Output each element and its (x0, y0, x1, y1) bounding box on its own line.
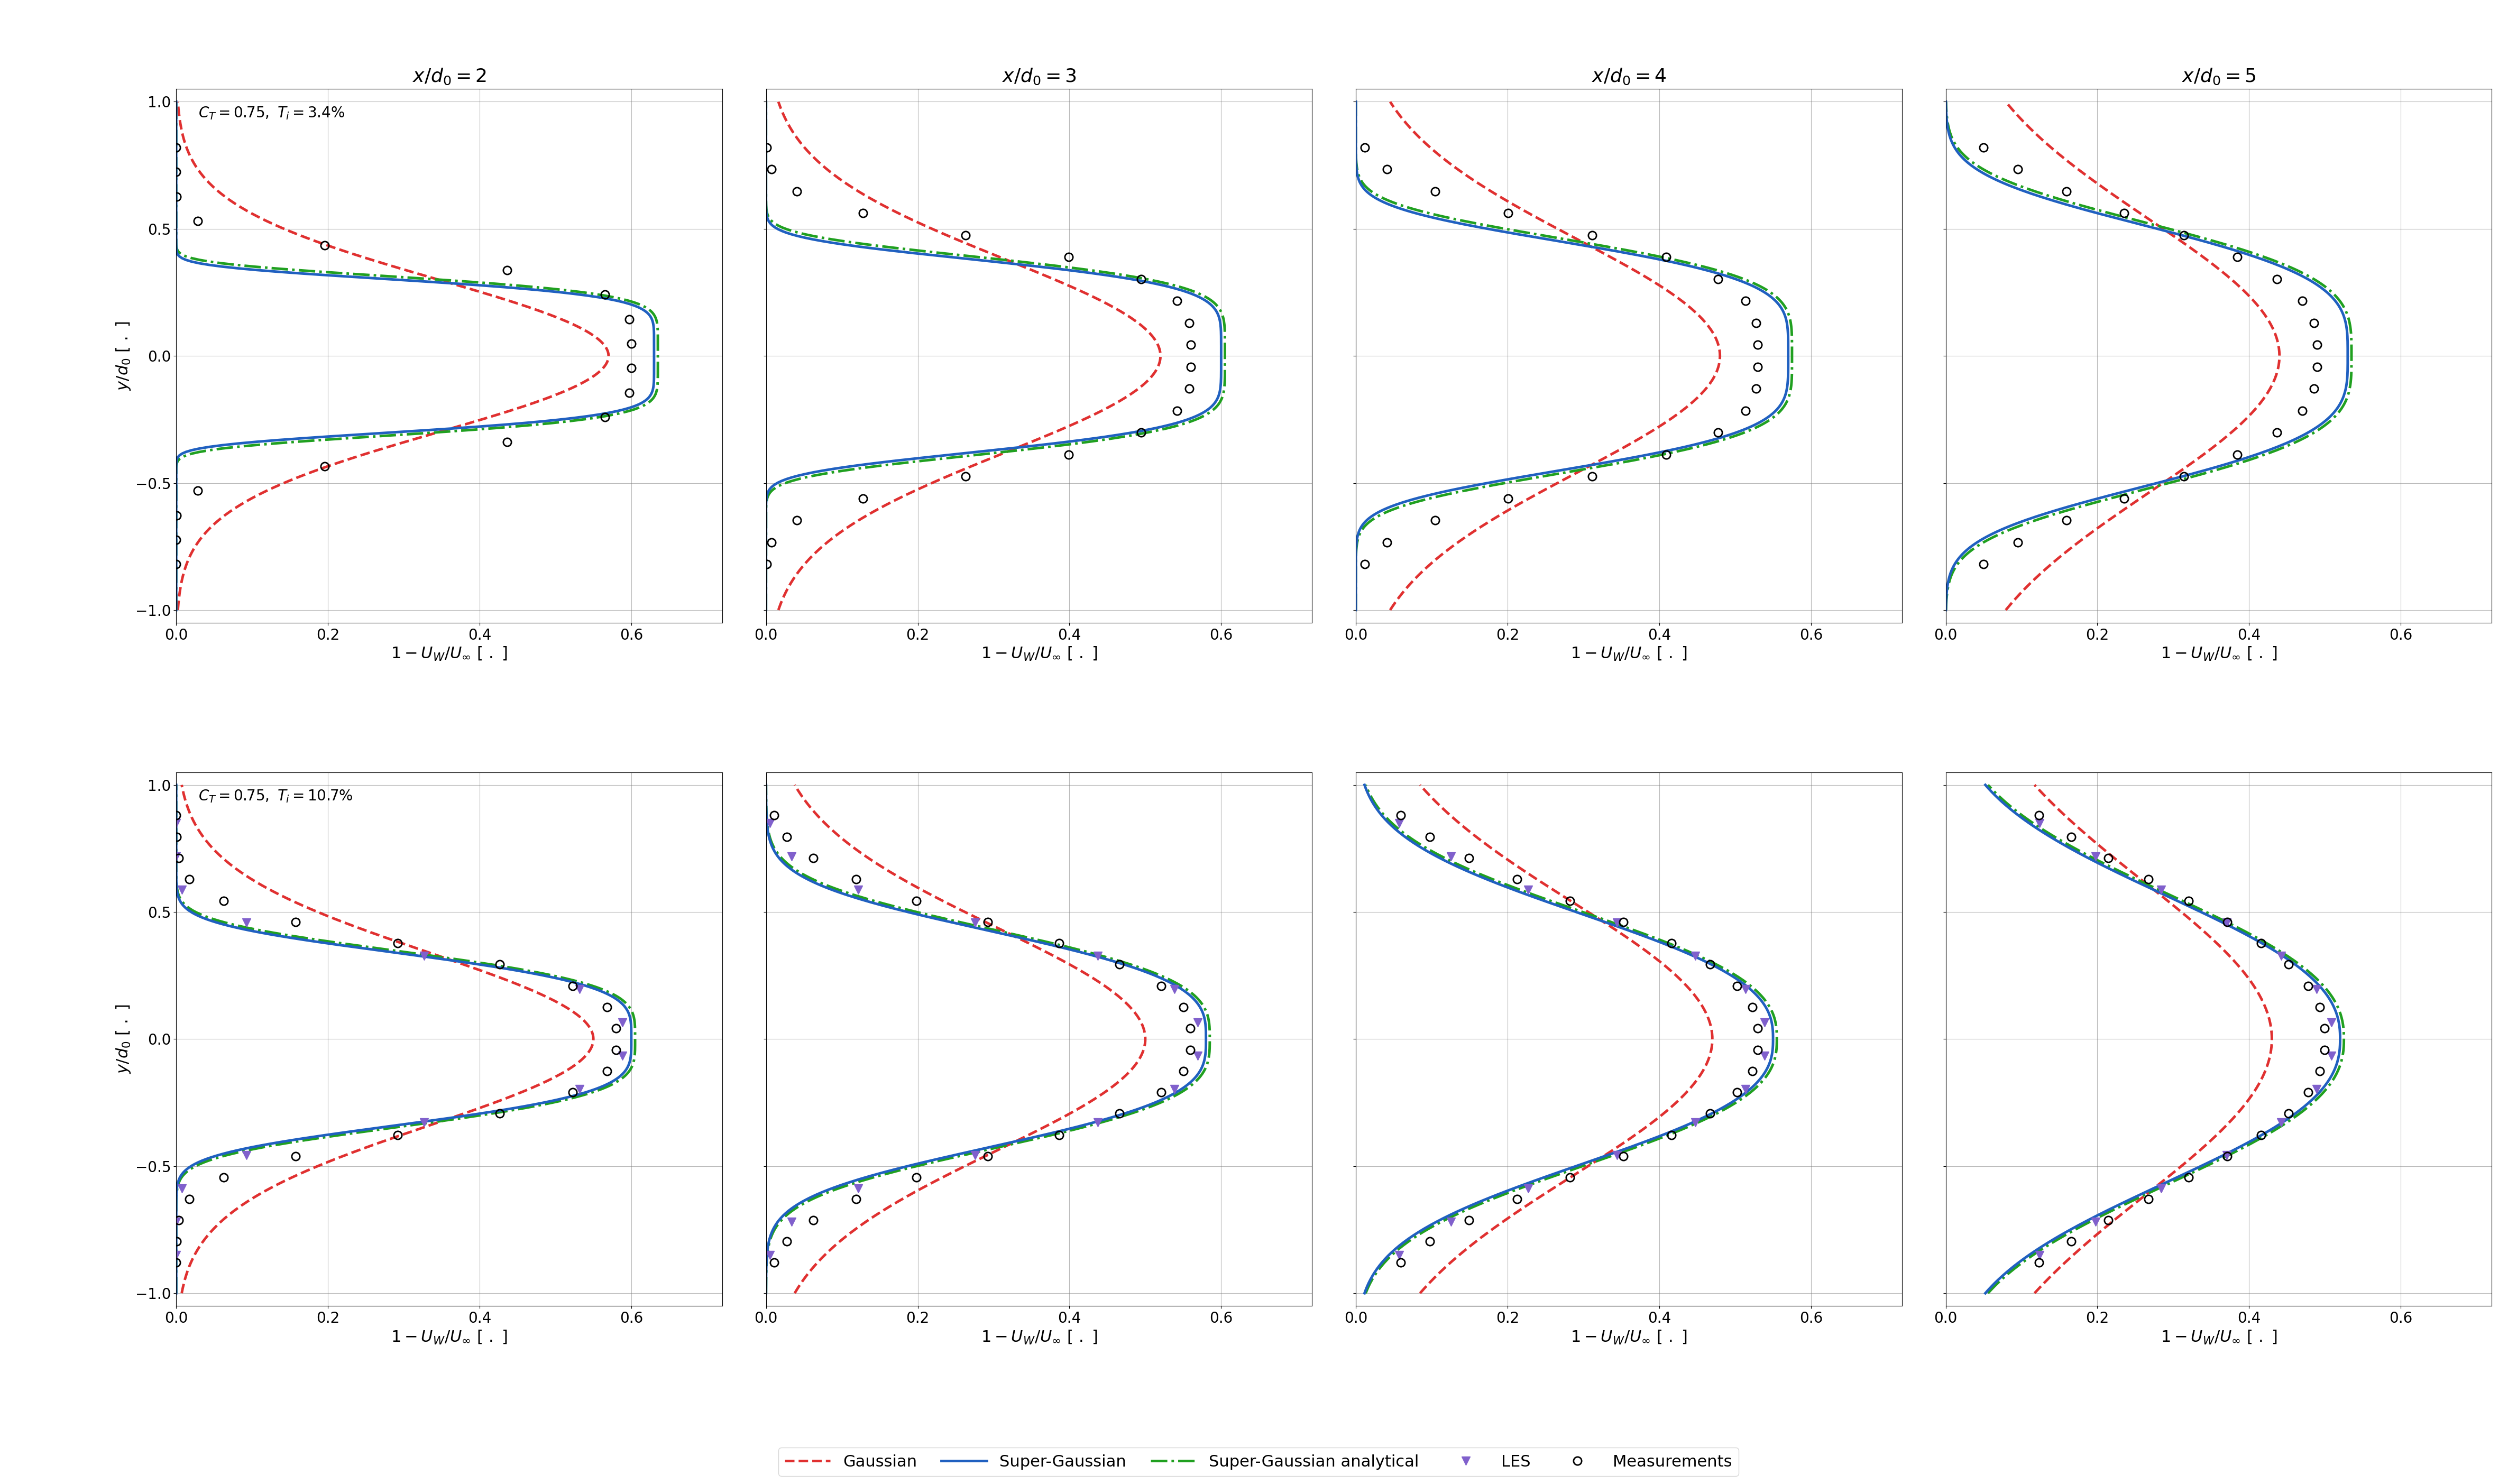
Legend: Gaussian, Super-Gaussian, Super-Gaussian analytical, LES, Measurements: Gaussian, Super-Gaussian, Super-Gaussian… (778, 1448, 1739, 1477)
X-axis label: $1 - U_W/U_\infty\ [\ .\ ]$: $1 - U_W/U_\infty\ [\ .\ ]$ (1571, 1328, 1686, 1346)
Y-axis label: $y/d_0\ [\ .\ ]$: $y/d_0\ [\ .\ ]$ (116, 321, 133, 390)
X-axis label: $1 - U_W/U_\infty\ [\ .\ ]$: $1 - U_W/U_\infty\ [\ .\ ]$ (2160, 646, 2278, 663)
Title: $x/d_0 = 2$: $x/d_0 = 2$ (413, 67, 486, 86)
X-axis label: $1 - U_W/U_\infty\ [\ .\ ]$: $1 - U_W/U_\infty\ [\ .\ ]$ (390, 1328, 508, 1346)
Y-axis label: $y/d_0\ [\ .\ ]$: $y/d_0\ [\ .\ ]$ (116, 1005, 133, 1074)
X-axis label: $1 - U_W/U_\infty\ [\ .\ ]$: $1 - U_W/U_\infty\ [\ .\ ]$ (982, 646, 1097, 663)
Text: $C_T = 0.75,\ T_i = 3.4\%$: $C_T = 0.75,\ T_i = 3.4\%$ (199, 105, 345, 120)
Title: $x/d_0 = 3$: $x/d_0 = 3$ (1002, 67, 1077, 86)
X-axis label: $1 - U_W/U_\infty\ [\ .\ ]$: $1 - U_W/U_\infty\ [\ .\ ]$ (2160, 1328, 2278, 1346)
Title: $x/d_0 = 5$: $x/d_0 = 5$ (2182, 67, 2255, 86)
X-axis label: $1 - U_W/U_\infty\ [\ .\ ]$: $1 - U_W/U_\infty\ [\ .\ ]$ (982, 1328, 1097, 1346)
X-axis label: $1 - U_W/U_\infty\ [\ .\ ]$: $1 - U_W/U_\infty\ [\ .\ ]$ (1571, 646, 1686, 663)
Title: $x/d_0 = 4$: $x/d_0 = 4$ (1591, 67, 1666, 86)
Text: $C_T = 0.75,\ T_i = 10.7\%$: $C_T = 0.75,\ T_i = 10.7\%$ (199, 788, 352, 804)
X-axis label: $1 - U_W/U_\infty\ [\ .\ ]$: $1 - U_W/U_\infty\ [\ .\ ]$ (390, 646, 508, 663)
